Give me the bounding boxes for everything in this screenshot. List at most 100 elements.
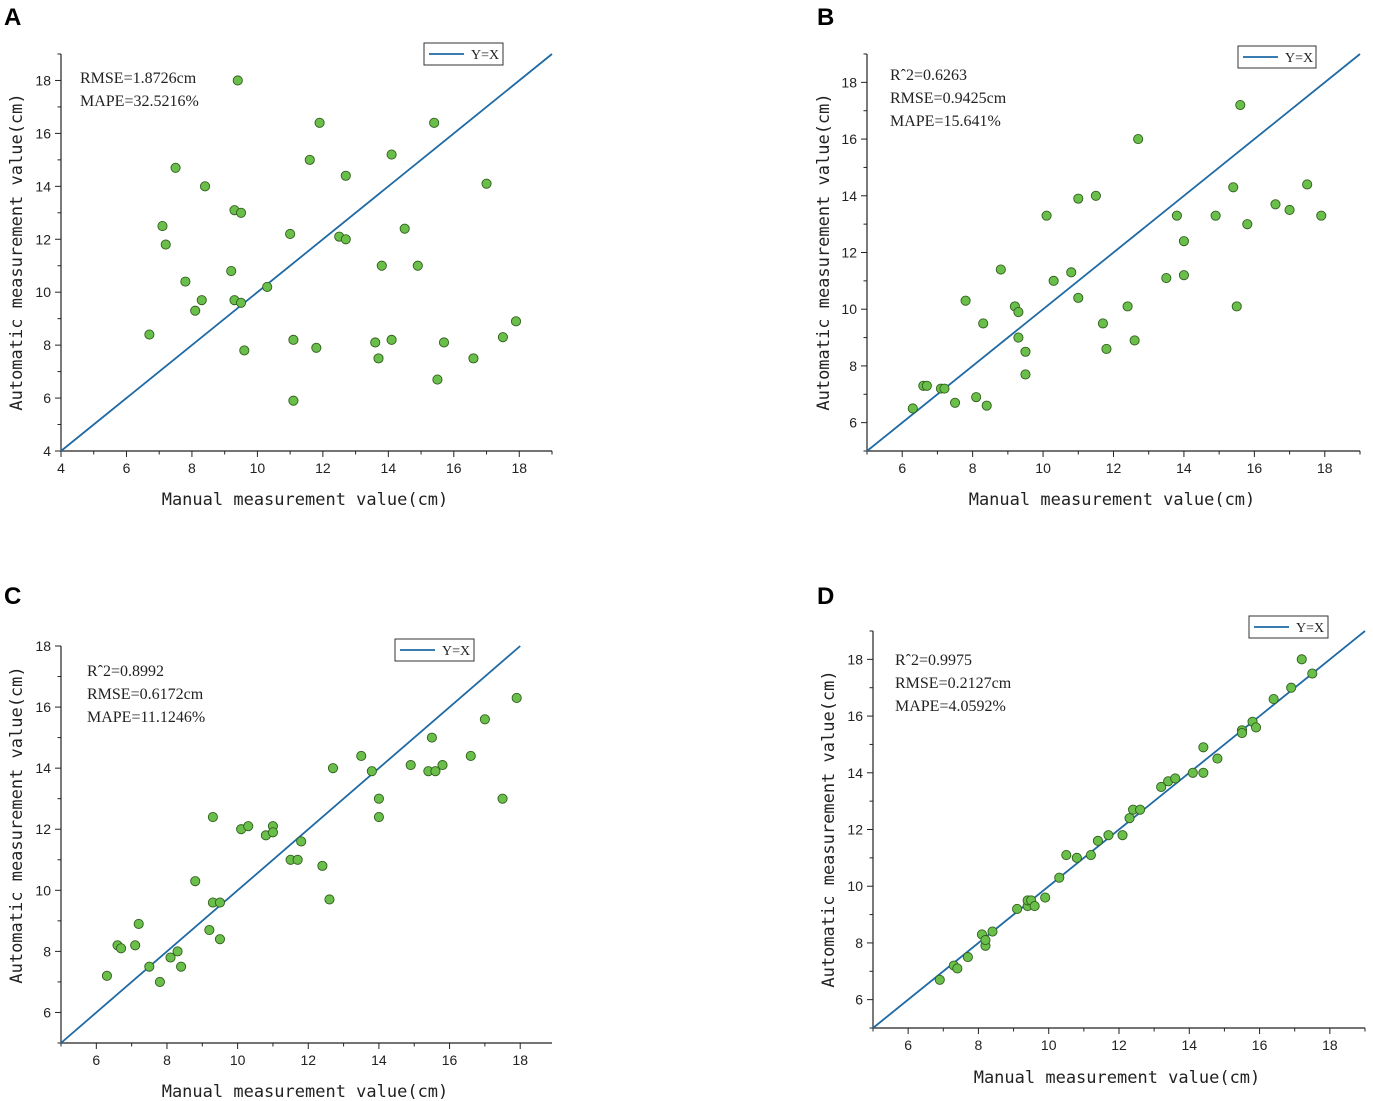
data-point: [1302, 179, 1313, 190]
data-point: [1178, 236, 1189, 247]
y-axis-label: Automatic measurement value(cm): [7, 93, 27, 410]
data-point: [1020, 346, 1031, 357]
y-tick-label: 8: [43, 943, 51, 959]
x-tick-label: 10: [1041, 1037, 1057, 1053]
data-point: [921, 380, 932, 391]
x-tick-label: 8: [975, 1037, 983, 1053]
data-point: [510, 316, 522, 327]
data-point: [366, 766, 377, 777]
data-point: [288, 334, 299, 345]
y-tick-label: 8: [43, 337, 51, 353]
stat-line: Rˆ2=0.8992: [87, 663, 164, 680]
stat-line: RMSE=0.2127cm: [895, 675, 1012, 692]
x-tick-label: 14: [1181, 1037, 1197, 1053]
legend-label: Y=X: [471, 48, 499, 63]
data-point: [373, 793, 384, 804]
data-point: [1073, 193, 1084, 204]
y-tick-label: 8: [855, 935, 863, 951]
data-point: [995, 264, 1006, 275]
y-tick-label: 10: [35, 284, 51, 300]
stat-line: RMSE=0.6172cm: [87, 686, 204, 703]
x-tick-label: 10: [250, 460, 266, 476]
data-point: [235, 297, 247, 308]
data-point: [373, 353, 384, 364]
x-tick-label: 14: [371, 1052, 387, 1068]
data-point: [144, 329, 155, 340]
data-point: [204, 924, 215, 936]
data-point: [1133, 134, 1144, 145]
data-point: [1170, 773, 1181, 784]
stat-line: RMSE=0.9425cm: [890, 90, 1007, 107]
data-point: [479, 714, 490, 725]
y-axis-label: Automatic measurement value(cm): [819, 670, 839, 987]
y-tick-label: 14: [35, 178, 51, 194]
data-point: [1228, 182, 1239, 193]
data-point: [980, 935, 991, 946]
data-point: [1210, 210, 1221, 221]
data-point: [1235, 99, 1246, 111]
x-tick-label: 6: [92, 1052, 100, 1068]
data-point: [232, 75, 243, 86]
data-point: [370, 337, 381, 348]
stat-line: MAPE=11.1246%: [87, 709, 205, 726]
x-tick-label: 16: [1247, 460, 1263, 476]
data-point: [176, 961, 187, 972]
x-tick-label: 14: [381, 460, 397, 476]
y-tick-label: 12: [35, 231, 51, 247]
x-tick-label: 6: [904, 1037, 912, 1053]
data-point: [267, 827, 278, 838]
stat-line: Rˆ2=0.6263: [890, 67, 967, 84]
y-tick-label: 14: [847, 765, 863, 781]
data-point: [1171, 210, 1182, 221]
data-point: [1013, 332, 1024, 343]
y-tick-label: 18: [35, 72, 51, 88]
panel-letter: B: [817, 4, 834, 31]
data-point: [327, 763, 339, 774]
data-point: [285, 228, 296, 240]
x-tick-label: 18: [1322, 1037, 1338, 1053]
data-point: [1092, 835, 1103, 846]
data-point: [157, 220, 168, 232]
y-equals-x-line: [60, 645, 521, 1044]
data-point: [981, 400, 992, 411]
x-tick-label: 8: [969, 460, 977, 476]
data-point: [962, 952, 973, 963]
x-axis-label: Manual measurement value(cm): [162, 1082, 449, 1101]
data-point: [465, 750, 476, 761]
data-point: [243, 821, 254, 832]
data-point: [373, 811, 384, 823]
data-point: [1129, 335, 1140, 346]
data-point: [1122, 301, 1133, 312]
data-point: [1029, 901, 1040, 912]
y-tick-label: 6: [43, 1004, 51, 1020]
data-point: [429, 117, 440, 128]
data-point: [971, 392, 982, 403]
data-point: [939, 383, 950, 394]
data-point: [340, 234, 351, 245]
data-point: [190, 876, 201, 887]
data-point: [1013, 306, 1024, 318]
data-point: [1124, 813, 1135, 824]
y-tick-label: 18: [841, 74, 857, 90]
data-point: [1090, 190, 1101, 201]
data-point: [1198, 742, 1209, 753]
data-point: [1041, 210, 1052, 221]
data-point: [386, 149, 397, 160]
x-tick-label: 16: [442, 1052, 458, 1068]
data-point: [1040, 892, 1051, 903]
y-tick-label: 12: [35, 821, 51, 837]
data-point: [1012, 903, 1023, 914]
data-point: [430, 766, 441, 777]
x-tick-label: 16: [1252, 1037, 1268, 1053]
y-tick-label: 4: [43, 443, 51, 459]
y-tick-label: 6: [849, 415, 857, 431]
data-point: [239, 345, 250, 356]
data-point: [296, 836, 307, 847]
x-tick-label: 12: [300, 1052, 316, 1068]
legend: Y=X: [1248, 615, 1329, 639]
y-tick-label: 6: [855, 992, 863, 1008]
data-point: [405, 760, 416, 771]
data-point: [1231, 301, 1242, 312]
y-tick-label: 12: [841, 245, 857, 261]
y-equals-x-line: [60, 53, 553, 452]
